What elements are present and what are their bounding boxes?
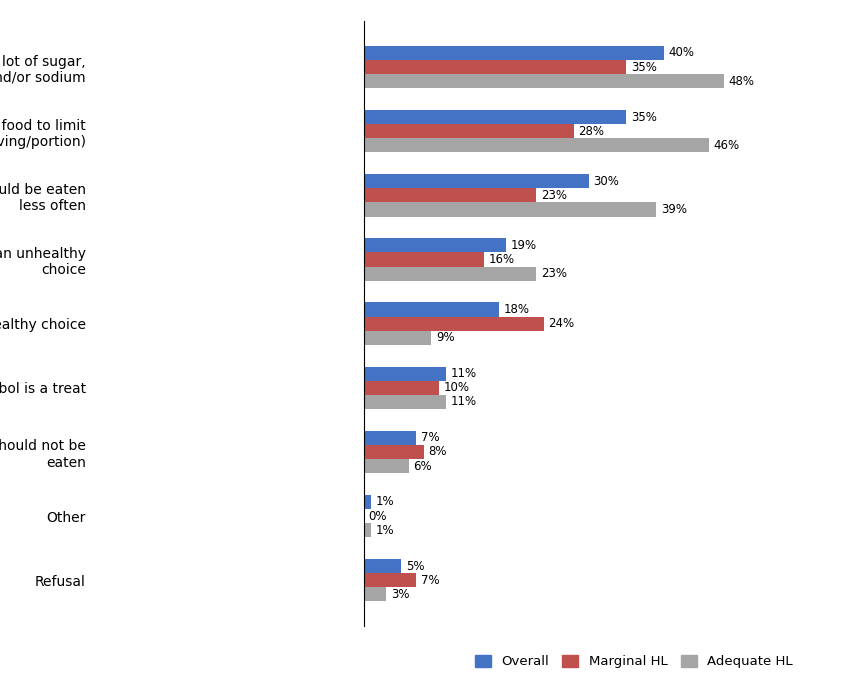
Text: 5%: 5%	[406, 560, 424, 573]
Bar	[364, 574, 417, 587]
Bar	[364, 267, 536, 280]
Text: 0%: 0%	[368, 509, 387, 523]
Bar	[364, 395, 446, 409]
Bar	[364, 495, 372, 509]
Legend: Overall, Marginal HL, Adequate HL: Overall, Marginal HL, Adequate HL	[475, 655, 792, 668]
Text: 18%: 18%	[503, 303, 529, 316]
Text: 40%: 40%	[669, 47, 695, 59]
Bar	[364, 331, 431, 345]
Text: 8%: 8%	[429, 445, 447, 459]
Bar	[364, 559, 401, 574]
Text: 24%: 24%	[548, 317, 574, 330]
Bar	[364, 174, 589, 189]
Text: 7%: 7%	[421, 574, 439, 587]
Text: 35%: 35%	[631, 111, 656, 124]
Text: 11%: 11%	[451, 395, 477, 409]
Text: 7%: 7%	[421, 432, 439, 444]
Bar	[364, 367, 446, 381]
Bar	[364, 523, 372, 537]
Text: 1%: 1%	[376, 523, 394, 537]
Text: 23%: 23%	[541, 267, 567, 280]
Bar	[364, 203, 656, 216]
Bar	[364, 587, 386, 601]
Text: 10%: 10%	[443, 381, 469, 395]
Text: 48%: 48%	[728, 74, 754, 88]
Bar	[364, 431, 417, 445]
Text: 11%: 11%	[451, 367, 477, 380]
Text: 1%: 1%	[376, 496, 394, 509]
Text: 39%: 39%	[661, 203, 687, 216]
Bar	[364, 445, 423, 459]
Text: 9%: 9%	[436, 331, 455, 345]
Text: 3%: 3%	[391, 588, 410, 601]
Bar	[364, 303, 499, 317]
Bar	[364, 253, 484, 267]
Bar	[364, 238, 507, 253]
Bar	[364, 74, 724, 88]
Text: 6%: 6%	[413, 459, 432, 473]
Text: 23%: 23%	[541, 189, 567, 202]
Bar	[364, 381, 439, 395]
Text: 46%: 46%	[714, 139, 740, 152]
Bar	[364, 317, 544, 331]
Bar	[364, 189, 536, 203]
Bar	[364, 60, 626, 74]
Text: 28%: 28%	[578, 125, 604, 138]
Bar	[364, 110, 626, 124]
Text: 19%: 19%	[511, 239, 537, 252]
Bar	[364, 124, 574, 139]
Text: 30%: 30%	[593, 175, 619, 188]
Bar	[364, 46, 664, 60]
Bar	[364, 139, 709, 152]
Text: 35%: 35%	[631, 61, 656, 74]
Bar	[364, 459, 409, 473]
Text: 16%: 16%	[488, 253, 514, 266]
